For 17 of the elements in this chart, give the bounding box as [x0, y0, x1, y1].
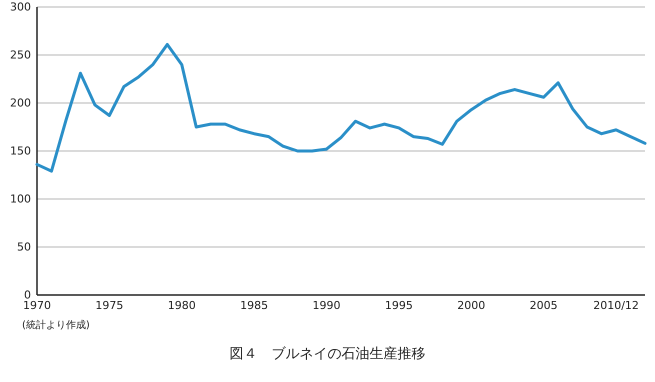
x-tick-label: 2000: [457, 298, 486, 312]
x-tick-label: 1975: [95, 298, 124, 312]
y-tick-label: 100: [10, 192, 31, 206]
y-tick-label: 200: [10, 96, 31, 110]
y-tick-label: 300: [10, 0, 31, 14]
y-tick-label: 250: [10, 48, 31, 62]
x-tick-label: 2005: [530, 298, 558, 312]
x-tick-label: 1980: [168, 298, 196, 312]
x-tick-label: 1985: [240, 298, 268, 312]
line-series: [36, 42, 646, 173]
x-tick-label: 1995: [384, 298, 413, 312]
text: (統計より作成): [22, 319, 90, 331]
y-tick-label: 150: [10, 144, 31, 158]
x-tick-label: 1990: [312, 298, 341, 312]
text: 図４ ブルネイの石油生産推移: [230, 346, 426, 362]
y-tick-label: 50: [17, 240, 31, 254]
x-tick-label: 2010/12: [593, 298, 639, 312]
